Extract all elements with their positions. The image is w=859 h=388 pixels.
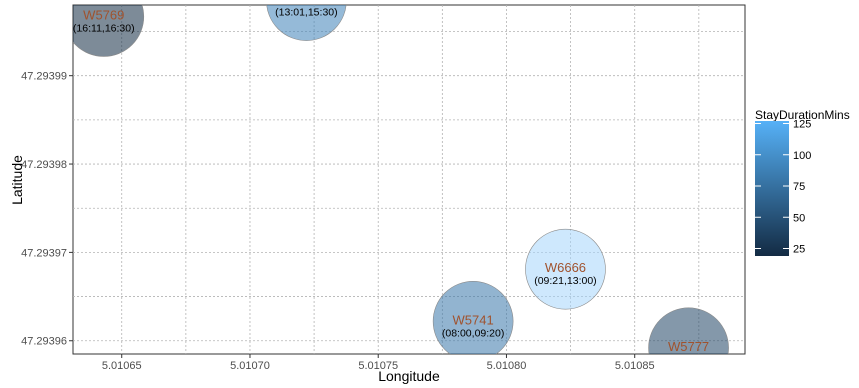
point-label: W5768 [286,0,327,7]
data-point: W6666(09:21,13:00) [525,228,606,310]
x-tick-label: 5.01065 [102,360,142,372]
point-circle [648,307,729,354]
data-point: W5769(16:11,16:30) [73,5,145,57]
legend-tick-label: 75 [793,181,805,193]
x-axis-title: Longitude [378,368,440,384]
point-label: W6666 [545,260,586,275]
data-point: W5768(13:01,15:30) [266,0,347,41]
x-tick-label: 5.01085 [615,360,655,372]
point-circle [432,281,514,354]
x-tick-label: 5.01070 [230,360,270,372]
legend-colorbar [755,121,789,256]
color-legend: StayDurationMins 25 50 75 100 125 [755,108,850,256]
point-label: W5769 [83,7,124,22]
point-time-label: (16:11,16:30) [73,22,135,34]
data-point: W5741(08:00,09:20) [432,281,514,354]
point-circle [525,228,606,310]
point-label: W5777 [668,339,709,354]
point-time-label: (13:01,15:30) [275,7,337,19]
data-point: W5777(15:31,16:10) [648,307,729,366]
legend-tick-label: 100 [793,150,811,162]
grid-lines [73,5,745,354]
y-tick-label: 47.29396 [21,336,67,348]
point-circle [266,5,347,41]
y-axis-title: Latitude [9,155,25,205]
legend-tick-label: 50 [793,212,805,224]
point-label: W5741 [453,312,494,327]
x-tick-label: 5.01075 [358,360,398,372]
point-time-label: (15:31,16:10) [657,354,719,366]
legend-title: StayDurationMins [755,108,850,122]
y-tick-label: 47.29398 [21,159,67,171]
data-points: W5769(16:11,16:30) W5768(13:01,15:30) W574… [73,0,729,366]
x-axis-ticks: 5.01065 5.01070 5.01075 5.01080 5.01085 [102,354,655,372]
point-time-label: (08:00,09:20) [442,327,504,339]
y-tick-label: 47.29397 [21,247,67,259]
y-axis-ticks: 47.29396 47.29397 47.29398 47.29399 [21,71,73,348]
legend-tick-label: 125 [793,119,811,131]
point-circle [73,5,145,57]
legend-ticks: 25 50 75 100 125 [755,119,811,256]
x-tick-label: 5.01080 [487,360,527,372]
plot-panel [72,4,746,355]
point-time-label: (09:21,13:00) [534,275,596,287]
y-tick-label: 47.29399 [21,71,67,83]
legend-tick-label: 25 [793,244,805,256]
